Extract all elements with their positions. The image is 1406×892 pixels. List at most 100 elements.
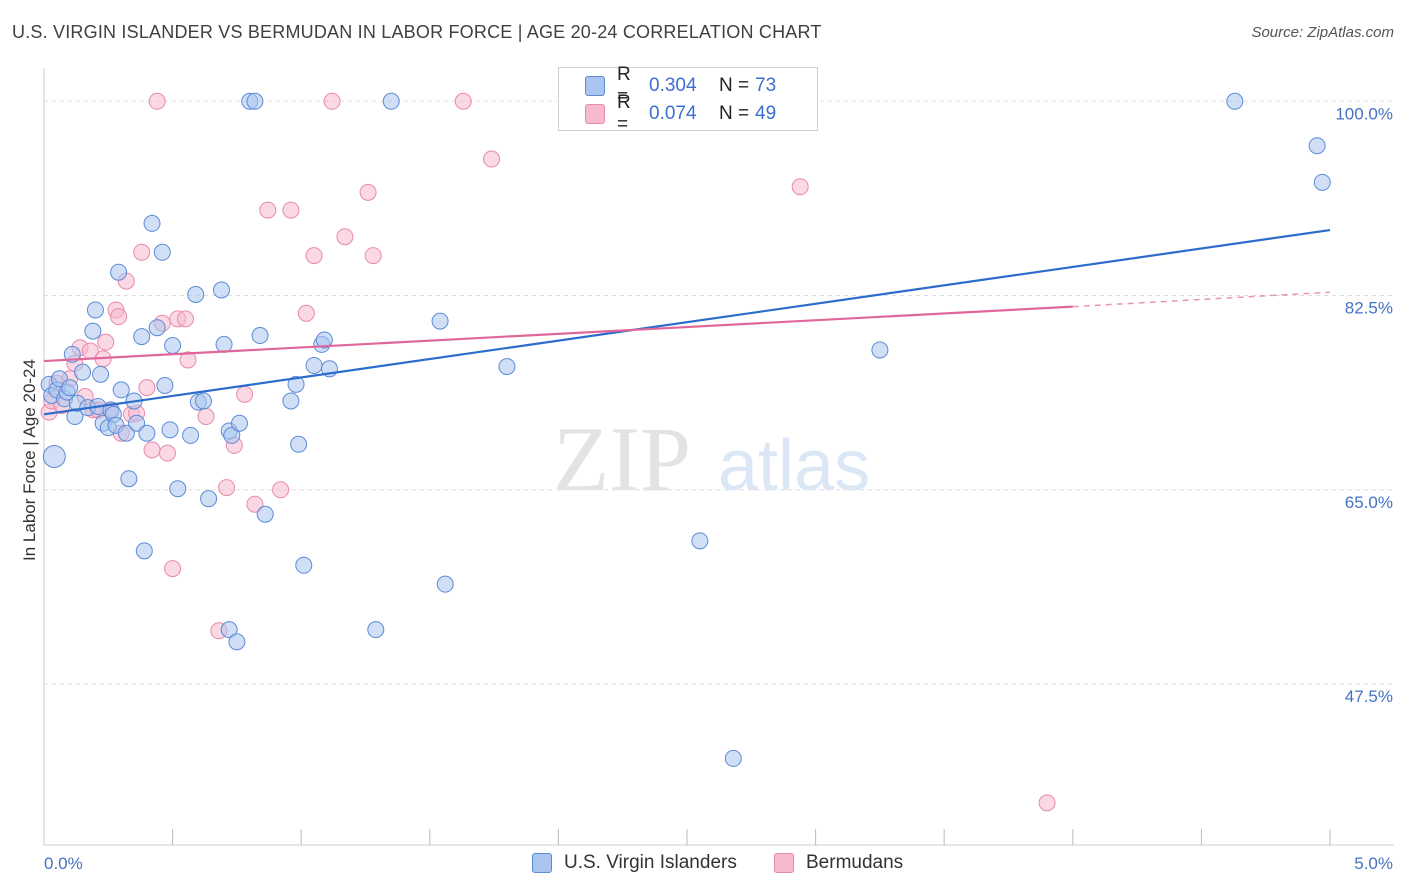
data-point — [246, 92, 264, 110]
data-point — [724, 749, 742, 767]
data-point — [86, 301, 104, 319]
data-point — [236, 385, 254, 403]
data-point — [436, 575, 454, 593]
data-point — [128, 414, 146, 432]
data-point — [148, 92, 166, 110]
data-point — [164, 337, 182, 354]
data-point — [256, 505, 274, 523]
legend-item-virgin-islanders[interactable]: U.S. Virgin Islanders — [532, 852, 737, 874]
data-point — [84, 322, 102, 340]
trend-line-bermudans-extension — [1072, 291, 1331, 308]
data-point — [138, 424, 156, 442]
r-value: 0.304 — [649, 75, 697, 96]
data-point — [305, 356, 323, 374]
pink-swatch — [774, 853, 794, 873]
data-point — [156, 376, 174, 394]
data-point — [200, 490, 218, 508]
legend-row-bermudans: R = 0.074 N = 49 — [585, 92, 777, 135]
n-label: N = — [719, 103, 750, 124]
data-point — [297, 304, 315, 322]
x-tick-label: 5.0% — [1354, 854, 1393, 873]
data-point — [197, 408, 215, 426]
data-point — [117, 424, 135, 442]
y-tick-label: 100.0% — [1335, 104, 1393, 123]
data-point — [431, 312, 449, 330]
data-point — [246, 495, 264, 513]
chart-title: U.S. VIRGIN ISLANDER VS BERMUDAN IN LABO… — [12, 22, 822, 42]
watermark-atlas: atlas — [718, 426, 870, 506]
x-tick-label: 0.0% — [44, 854, 83, 873]
data-point — [295, 556, 313, 574]
data-point — [194, 392, 212, 410]
data-point — [336, 228, 354, 246]
data-point — [218, 479, 236, 497]
n-value: 49 — [755, 103, 777, 124]
data-point — [112, 381, 130, 399]
series-legend: U.S. Virgin Islanders Bermudans — [0, 852, 1406, 876]
data-point — [215, 335, 233, 353]
data-point — [182, 426, 200, 444]
data-point — [92, 365, 110, 383]
data-point — [179, 351, 197, 369]
n-label: N = — [719, 75, 750, 96]
data-point — [359, 183, 377, 201]
data-point — [1226, 92, 1244, 110]
data-point — [220, 621, 238, 639]
data-point — [143, 441, 161, 459]
data-point — [176, 310, 194, 328]
data-point — [230, 414, 248, 432]
data-point — [42, 445, 66, 468]
virgin-islanders-points — [40, 92, 1331, 767]
data-point — [158, 444, 176, 462]
data-point — [323, 92, 341, 110]
data-point — [691, 532, 709, 550]
y-tick-label: 47.5% — [1345, 687, 1393, 706]
blue-swatch — [585, 76, 605, 96]
data-point — [133, 243, 151, 261]
data-point — [148, 319, 166, 337]
data-point — [212, 281, 230, 299]
data-point — [251, 327, 269, 345]
y-tick-label: 65.0% — [1345, 493, 1393, 512]
source-label: Source: ZipAtlas.com — [1251, 24, 1394, 41]
data-point — [259, 201, 277, 219]
data-point — [367, 621, 385, 639]
trend-line-bermudans — [43, 305, 1073, 363]
data-point — [110, 308, 128, 326]
data-point — [120, 470, 138, 488]
data-point — [290, 435, 308, 453]
y-tick-label: 82.5% — [1345, 299, 1393, 318]
data-point — [1313, 173, 1331, 191]
data-point — [287, 375, 305, 393]
r-label: R = — [617, 92, 631, 135]
data-point — [169, 480, 187, 498]
data-point — [133, 328, 151, 346]
data-point — [364, 247, 382, 265]
legend-item-bermudans[interactable]: Bermudans — [774, 852, 903, 874]
blue-swatch — [532, 853, 552, 873]
data-point — [1038, 794, 1056, 812]
data-point — [305, 247, 323, 265]
legend-label: U.S. Virgin Islanders — [564, 852, 737, 873]
data-point — [187, 285, 205, 303]
data-point — [223, 426, 241, 444]
data-point — [228, 633, 246, 651]
trend-line-virgin-islanders — [43, 228, 1331, 416]
pink-swatch — [585, 104, 605, 124]
watermark: ZIP atlas — [553, 408, 870, 510]
data-point — [498, 358, 516, 376]
data-point — [483, 150, 501, 168]
data-point — [272, 481, 290, 499]
trend-lines — [43, 228, 1331, 416]
data-point — [135, 542, 153, 560]
data-point — [315, 331, 333, 349]
r-label: R = — [617, 64, 631, 107]
data-point — [1308, 137, 1326, 155]
data-point — [110, 263, 128, 281]
data-point — [138, 379, 156, 397]
legend-label: Bermudans — [806, 852, 904, 873]
data-point — [791, 178, 809, 196]
data-point — [61, 379, 79, 397]
bermudans-points — [40, 92, 1056, 812]
